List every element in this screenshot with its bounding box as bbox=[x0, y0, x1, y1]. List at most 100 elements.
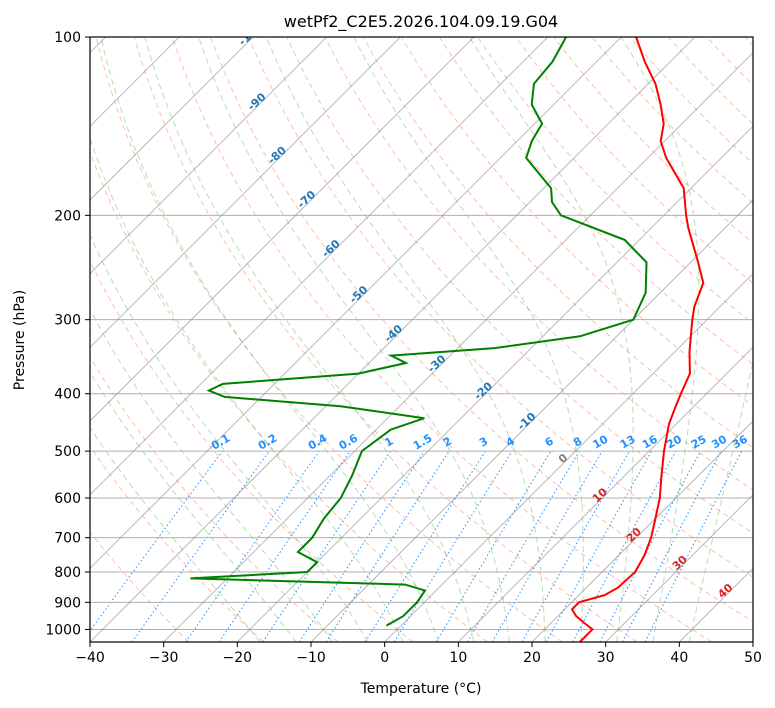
mixing-ratio-label: 0.1 bbox=[209, 432, 232, 453]
mixing-ratio-label: 3 bbox=[477, 435, 490, 450]
mixing-ratio-line bbox=[599, 450, 701, 642]
dry-adiabat-line bbox=[248, 37, 753, 578]
x-tick-label: 10 bbox=[449, 650, 467, 666]
dry-adiabat-label: -10 bbox=[515, 410, 539, 433]
moist-adiabat-line bbox=[688, 358, 753, 642]
y-tick-label: 100 bbox=[54, 30, 81, 46]
dry-adiabat-line bbox=[133, 37, 638, 642]
isotherm-line bbox=[90, 37, 254, 201]
mixing-ratio-line bbox=[521, 450, 630, 642]
mixing-ratio-line bbox=[435, 450, 552, 642]
x-tick-label: 30 bbox=[597, 650, 615, 666]
mixing-ratio-line bbox=[644, 450, 743, 642]
dry-adiabat-line bbox=[400, 37, 753, 407]
isotherm-label: 30 bbox=[670, 553, 690, 573]
y-tick-label: 800 bbox=[54, 565, 81, 581]
mixing-ratio-label: 1.5 bbox=[411, 432, 434, 453]
mixing-ratio-line bbox=[218, 450, 351, 642]
mixing-ratio-line bbox=[298, 450, 425, 642]
dry-adiabat-line bbox=[210, 37, 753, 623]
isotherm-label: 10 bbox=[590, 485, 610, 505]
mixing-ratio-line bbox=[393, 450, 513, 642]
mixing-ratio-label: 8 bbox=[571, 435, 584, 450]
mixing-ratio-label: 36 bbox=[730, 432, 750, 451]
isotherm-line bbox=[90, 37, 548, 496]
mixing-ratio-line bbox=[545, 450, 653, 642]
moist-adiabat-line bbox=[198, 37, 510, 642]
dry-adiabat-line bbox=[90, 531, 190, 642]
mixing-ratio-line bbox=[131, 450, 270, 642]
x-axis: −40 −30 −20 −10 0 10 20 30 40 50 bbox=[75, 642, 762, 666]
dry-adiabat-line bbox=[90, 445, 264, 642]
mixing-ratio-line bbox=[325, 450, 450, 642]
mixing-ratio-label: 30 bbox=[709, 432, 729, 451]
isotherm-line bbox=[90, 37, 696, 642]
isotherm-line bbox=[90, 37, 622, 569]
x-tick-label: 0 bbox=[380, 650, 389, 666]
dry-adiabat-line bbox=[90, 150, 488, 642]
profile-traces bbox=[190, 37, 705, 642]
isotherm-line bbox=[605, 494, 753, 642]
moist-adiabat-line bbox=[90, 233, 369, 642]
isotherm-line bbox=[384, 273, 753, 642]
moist-adiabat-line bbox=[90, 136, 404, 642]
isotherm-line bbox=[458, 346, 753, 642]
mixing-ratio-label: 10 bbox=[591, 432, 611, 451]
plot-frame bbox=[89, 36, 754, 643]
x-tick-label: −10 bbox=[296, 650, 326, 666]
dry-adiabat-line bbox=[591, 37, 753, 204]
x-tick-label: −30 bbox=[149, 650, 179, 666]
dry-adiabat-line bbox=[706, 37, 753, 86]
x-tick-label: 50 bbox=[744, 650, 762, 666]
isotherm-label: 20 bbox=[624, 525, 644, 545]
moist-adiabat-line bbox=[90, 308, 333, 642]
dry-adiabat-label: -30 bbox=[425, 352, 449, 375]
dry-adiabat-line bbox=[553, 37, 753, 244]
isotherm-line bbox=[163, 52, 753, 642]
moist-adiabat-line bbox=[144, 37, 475, 642]
isotherm-line bbox=[752, 641, 753, 642]
y-tick-label: 700 bbox=[54, 531, 81, 547]
isotherm-line bbox=[531, 420, 753, 642]
temperature-trace bbox=[570, 37, 705, 642]
y-tick-label: 400 bbox=[54, 387, 81, 403]
dry-adiabat-line bbox=[515, 37, 753, 284]
dewpoint-trace bbox=[190, 37, 648, 627]
x-tick-label: −20 bbox=[223, 650, 253, 666]
y-tick-label: 600 bbox=[54, 491, 81, 507]
moist-adiabat-line bbox=[90, 371, 297, 642]
isotherm-line bbox=[90, 37, 475, 422]
y-tick-label: 900 bbox=[54, 595, 81, 611]
mixing-ratio-line bbox=[364, 450, 486, 642]
moist-adiabat-line bbox=[100, 37, 439, 642]
isotherm-line bbox=[679, 567, 753, 642]
dry-adiabat-line bbox=[744, 37, 753, 47]
dry-adiabat-label: -60 bbox=[319, 237, 343, 260]
dry-adiabat-label: -70 bbox=[295, 188, 319, 211]
x-tick-label: 40 bbox=[670, 650, 688, 666]
mixing-ratio-line bbox=[572, 450, 677, 642]
mixing-ratio-line bbox=[262, 450, 392, 642]
mixing-ratio-label: 6 bbox=[543, 434, 556, 449]
dry-adiabat-line bbox=[90, 356, 339, 642]
dry-adiabat-label: -80 bbox=[265, 144, 289, 167]
dry-adiabat-line bbox=[438, 37, 753, 366]
pressure-grid bbox=[90, 37, 753, 642]
y-axis-title: Pressure (hPa) bbox=[12, 290, 28, 390]
y-tick-label: 500 bbox=[54, 444, 81, 460]
isotherm-line bbox=[310, 199, 753, 642]
mixing-ratio-label: 1 bbox=[382, 435, 395, 450]
y-tick-label: 300 bbox=[54, 313, 81, 329]
isotherm-label: 40 bbox=[715, 581, 735, 601]
moist-adiabat-line bbox=[620, 37, 700, 642]
moist-adiabat-line bbox=[353, 37, 584, 642]
moist-adiabat-line bbox=[265, 37, 546, 642]
mixing-ratio-line bbox=[90, 450, 223, 632]
chart-title: wetPf2_C2E5.2026.104.09.19.G04 bbox=[284, 12, 558, 32]
y-axis: 100 200 300 400 500 600 700 800 900 1000 bbox=[45, 30, 90, 638]
dry-adiabat-line bbox=[95, 37, 563, 642]
dry-adiabat-label: -50 bbox=[347, 283, 371, 306]
y-tick-label: 200 bbox=[54, 208, 81, 224]
y-tick-label: 1000 bbox=[45, 622, 81, 638]
